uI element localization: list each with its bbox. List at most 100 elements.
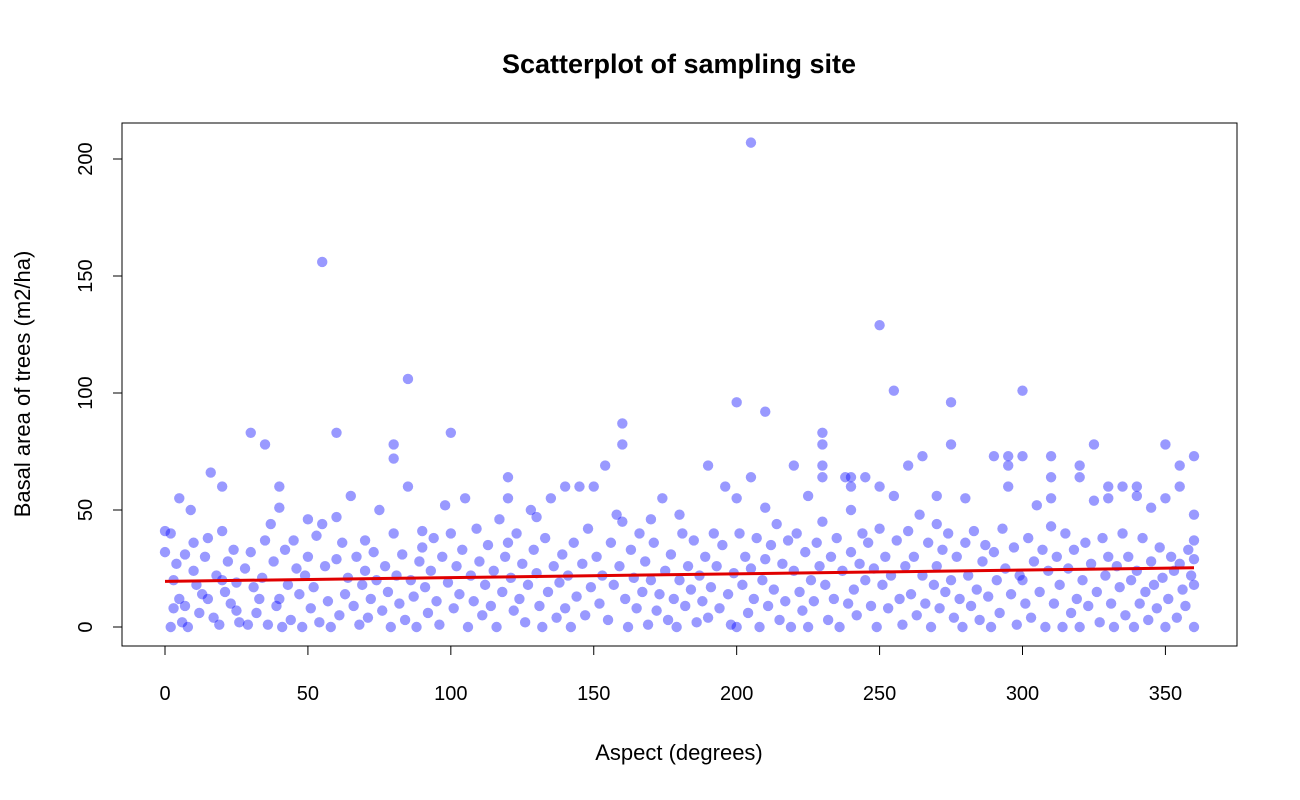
data-point	[519, 617, 531, 628]
data-point	[1160, 493, 1171, 504]
data-point	[1028, 556, 1040, 567]
data-point	[196, 589, 208, 600]
data-point	[1085, 558, 1097, 570]
data-point	[1037, 544, 1048, 555]
data-point	[1185, 570, 1197, 581]
data-point	[317, 518, 328, 530]
data-point	[1125, 575, 1137, 586]
data-point	[668, 593, 679, 605]
data-point	[840, 472, 851, 483]
data-point	[471, 523, 482, 534]
data-point	[968, 525, 980, 537]
data-point	[368, 546, 379, 558]
data-point	[828, 593, 840, 605]
data-point	[865, 600, 877, 612]
data-point	[974, 614, 985, 626]
data-point	[731, 493, 742, 504]
data-point	[291, 563, 302, 574]
data-point	[259, 535, 271, 546]
data-point	[905, 589, 917, 600]
data-point	[259, 439, 271, 450]
data-point	[1003, 450, 1014, 462]
data-point	[525, 504, 537, 516]
data-point	[174, 593, 185, 605]
data-point	[171, 558, 182, 570]
data-point	[845, 504, 857, 516]
data-point	[802, 490, 814, 502]
data-point	[245, 546, 256, 558]
data-point	[945, 439, 957, 450]
data-point	[742, 607, 754, 619]
data-point	[922, 537, 934, 548]
data-point	[1103, 493, 1114, 504]
data-point	[808, 596, 820, 607]
data-point	[1051, 551, 1063, 562]
data-point	[477, 610, 488, 621]
data-point	[805, 575, 817, 586]
data-point	[988, 546, 1000, 558]
data-point	[1148, 579, 1160, 591]
data-point	[674, 575, 685, 586]
data-point	[502, 537, 514, 548]
data-point	[228, 544, 239, 555]
data-point	[468, 596, 479, 607]
data-point	[920, 598, 931, 609]
data-point	[388, 439, 399, 450]
data-point	[625, 544, 637, 555]
data-point	[1108, 621, 1120, 633]
data-point	[451, 560, 462, 572]
data-point	[1025, 612, 1037, 623]
data-point	[357, 579, 368, 591]
data-point	[268, 556, 279, 567]
data-point	[1140, 586, 1151, 598]
data-point	[211, 570, 222, 581]
data-point	[579, 610, 591, 621]
data-point	[428, 532, 439, 544]
data-point	[322, 596, 334, 607]
data-point	[225, 598, 236, 609]
data-point	[945, 575, 957, 586]
data-point	[571, 591, 582, 602]
data-point	[1120, 610, 1131, 621]
data-point	[494, 514, 505, 525]
data-point	[565, 621, 577, 633]
data-point	[359, 535, 371, 546]
data-point	[216, 481, 228, 492]
data-point	[857, 528, 868, 539]
x-tick-label: 150	[577, 683, 610, 705]
data-point	[702, 460, 714, 471]
data-point	[800, 546, 811, 558]
x-axis: 0 50 100 150 200 250 300 350	[159, 645, 1182, 705]
data-point	[785, 621, 797, 633]
data-point	[1174, 558, 1185, 570]
y-tick-label: 0	[75, 621, 97, 632]
data-point	[537, 621, 548, 633]
data-point	[1045, 472, 1057, 483]
data-point	[614, 560, 625, 572]
data-point	[737, 579, 748, 591]
data-point	[528, 544, 539, 555]
data-point	[288, 535, 299, 546]
x-tick-label: 100	[434, 683, 467, 705]
data-point	[1045, 521, 1057, 532]
data-point	[551, 612, 562, 623]
data-point	[760, 502, 771, 513]
data-point	[499, 551, 511, 562]
data-point	[931, 490, 942, 502]
data-point	[1188, 509, 1200, 520]
data-point	[1017, 450, 1028, 462]
data-point	[680, 600, 691, 612]
y-tick-label: 100	[75, 376, 97, 409]
data-point	[617, 439, 628, 450]
data-point	[945, 397, 957, 408]
data-point	[662, 614, 674, 626]
data-point	[251, 607, 262, 619]
data-point	[811, 537, 822, 548]
data-point	[762, 600, 774, 612]
data-point	[559, 603, 571, 614]
data-point	[297, 621, 308, 633]
data-point	[331, 427, 342, 438]
data-point	[791, 528, 802, 539]
data-point	[305, 603, 316, 614]
